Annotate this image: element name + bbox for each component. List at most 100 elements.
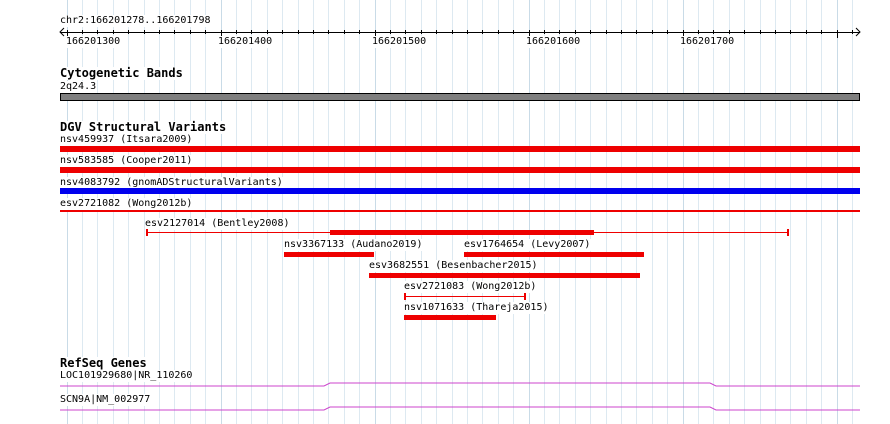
- ruler-tick: [390, 30, 391, 34]
- variant-endcap: [404, 293, 406, 300]
- variant-span-line: [405, 296, 526, 297]
- ruler-tick: [544, 30, 545, 34]
- feature-label: nsv583585 (Cooper2011): [60, 155, 194, 167]
- feature-label: esv1764654 (Levy2007): [464, 239, 592, 251]
- region-label: chr2:166201278..166201798: [60, 15, 212, 27]
- tick-label: 166201600: [526, 36, 581, 48]
- ruler-tick: [667, 30, 668, 34]
- ruler-tick: [375, 30, 376, 38]
- feature-label: nsv4083792 (gnomADStructuralVariants): [60, 177, 284, 189]
- grid-line: [67, 0, 68, 424]
- ruler-tick: [436, 30, 437, 34]
- grid-line: [698, 0, 699, 424]
- ruler-tick: [790, 30, 791, 34]
- ruler-tick: [282, 30, 283, 34]
- grid-line: [375, 0, 376, 424]
- variant-bar: [330, 230, 594, 235]
- grid-line: [713, 0, 714, 424]
- grid-line: [236, 0, 237, 424]
- grid-line: [421, 0, 422, 424]
- ruler-tick: [498, 30, 499, 34]
- grid-line: [821, 0, 822, 424]
- grid-line: [452, 0, 453, 424]
- ruler-tick: [821, 30, 822, 34]
- variant-bar[interactable]: [369, 273, 640, 278]
- grid-line: [652, 0, 653, 424]
- variant-bar[interactable]: [60, 188, 860, 194]
- ruler-tick: [82, 30, 83, 34]
- ruler-tick: [67, 30, 68, 38]
- variant-bar[interactable]: [284, 252, 374, 257]
- variant-endcap: [787, 229, 789, 236]
- tick-label: 166201400: [218, 36, 273, 48]
- grid-line: [482, 0, 483, 424]
- variant-bar[interactable]: [464, 252, 644, 257]
- ruler-tick: [298, 30, 299, 34]
- ruler-tick: [729, 30, 730, 34]
- ruler-tick: [251, 30, 252, 34]
- gene-label: SCN9A|NM_002977: [60, 394, 152, 406]
- grid-line: [575, 0, 576, 424]
- ruler-tick: [359, 30, 360, 34]
- ruler-tick: [128, 30, 129, 34]
- feature-label: esv3682551 (Besenbacher2015): [369, 260, 539, 272]
- grid-line: [405, 0, 406, 424]
- grid-line: [190, 0, 191, 424]
- grid-line: [97, 0, 98, 424]
- grid-line: [113, 0, 114, 424]
- ruler-tick: [775, 30, 776, 34]
- ruler-tick: [221, 30, 222, 38]
- grid-line: [128, 0, 129, 424]
- ruler-tick: [559, 30, 560, 34]
- ruler-tick: [621, 30, 622, 34]
- ruler-tick: [713, 30, 714, 34]
- ruler-tick: [405, 30, 406, 34]
- ruler-tick: [529, 30, 530, 38]
- grid-line: [852, 0, 853, 424]
- variant-bar[interactable]: [60, 210, 860, 212]
- grid-line: [82, 0, 83, 424]
- variant-endcap: [146, 229, 148, 236]
- refseq-track-title: RefSeq Genes: [60, 356, 147, 370]
- grid-line: [282, 0, 283, 424]
- grid-line: [467, 0, 468, 424]
- grid-line: [636, 0, 637, 424]
- tick-label: 166201500: [372, 36, 427, 48]
- grid-line: [729, 0, 730, 424]
- ruler-tick: [452, 30, 453, 34]
- feature-label: nsv459937 (Itsara2009): [60, 134, 194, 146]
- ruler-axis: [60, 32, 860, 33]
- variant-bar[interactable]: [60, 146, 860, 152]
- ruler-tick: [837, 30, 838, 38]
- feature-label: nsv3367133 (Audano2019): [284, 239, 424, 251]
- grid-line: [559, 0, 560, 424]
- feature-label: esv2721083 (Wong2012b): [404, 281, 538, 293]
- ruler-tick: [267, 30, 268, 34]
- cytoband-label: 2q24.3: [60, 81, 98, 93]
- variant-bar[interactable]: [404, 315, 496, 320]
- grid-line: [205, 0, 206, 424]
- ruler-tick: [513, 30, 514, 34]
- ruler-tick: [467, 30, 468, 34]
- cytoband-bar[interactable]: [60, 93, 860, 101]
- grid-line: [806, 0, 807, 424]
- ruler-tick: [806, 30, 807, 34]
- ruler-tick: [698, 30, 699, 34]
- grid-line: [513, 0, 514, 424]
- grid-line: [436, 0, 437, 424]
- ruler-tick: [113, 30, 114, 34]
- grid-line: [606, 0, 607, 424]
- grid-line: [544, 0, 545, 424]
- ruler-tick: [606, 30, 607, 34]
- grid-line: [498, 0, 499, 424]
- variant-endcap: [524, 293, 526, 300]
- ruler-tick: [652, 30, 653, 34]
- ruler-tick: [205, 30, 206, 34]
- grid-line: [144, 0, 145, 424]
- dgv-track-title: DGV Structural Variants: [60, 120, 227, 134]
- variant-bar[interactable]: [60, 167, 860, 173]
- grid-line: [174, 0, 175, 424]
- grid-line: [159, 0, 160, 424]
